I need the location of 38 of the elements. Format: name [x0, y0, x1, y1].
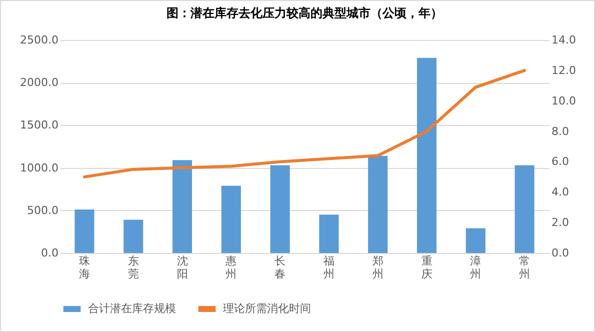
- legend-label: 理论所需消化时间: [223, 302, 311, 315]
- y-tick-label: 0.0: [41, 246, 58, 260]
- y2-tick-label: 4.0: [552, 186, 569, 199]
- bar: [124, 220, 144, 253]
- bar: [319, 214, 339, 253]
- bar: [221, 186, 241, 253]
- y2-tick-label: 6.0: [552, 155, 569, 168]
- y-tick-label: 500.0: [27, 204, 58, 217]
- y-tick-label: 1500.0: [20, 118, 58, 132]
- y2-tick-label: 14.0: [552, 34, 576, 46]
- y2-tick-label: 0.0: [552, 246, 569, 260]
- y2-tick-label: 10.0: [552, 94, 576, 108]
- bar: [514, 165, 534, 253]
- bar: [270, 165, 290, 253]
- x-tick-label: 沈阳: [176, 254, 188, 280]
- chart-title: 图：潜在库存去化压力较高的典型城市（公顷，年）: [166, 6, 442, 20]
- bar: [466, 228, 486, 253]
- legend-label: 合计潜在库存规模: [88, 302, 176, 315]
- x-tick-label: 常州: [519, 254, 530, 280]
- y2-tick-label: 8.0: [552, 124, 569, 138]
- x-tick-label: 珠海: [78, 254, 90, 280]
- y-tick-label: 1000.0: [20, 161, 58, 174]
- bar: [172, 160, 192, 253]
- x-tick-label: 惠州: [224, 254, 237, 280]
- x-tick-label: 东莞: [128, 254, 139, 280]
- y2-tick-label: 2.0: [552, 216, 569, 230]
- bar: [368, 156, 388, 253]
- y2-tick-label: 12.0: [552, 64, 576, 77]
- y-tick-label: 2000.0: [20, 76, 58, 90]
- bar: [416, 58, 437, 253]
- x-tick-label: 福州: [323, 254, 334, 280]
- x-tick-label: 漳州: [470, 254, 482, 280]
- bar: [74, 210, 94, 253]
- x-tick-label: 郑州: [372, 254, 384, 280]
- x-tick-label: 长春: [274, 254, 286, 280]
- line-series: [82, 68, 526, 178]
- y-tick-label: 2500.0: [20, 34, 58, 46]
- x-tick-label: 重庆: [421, 254, 432, 280]
